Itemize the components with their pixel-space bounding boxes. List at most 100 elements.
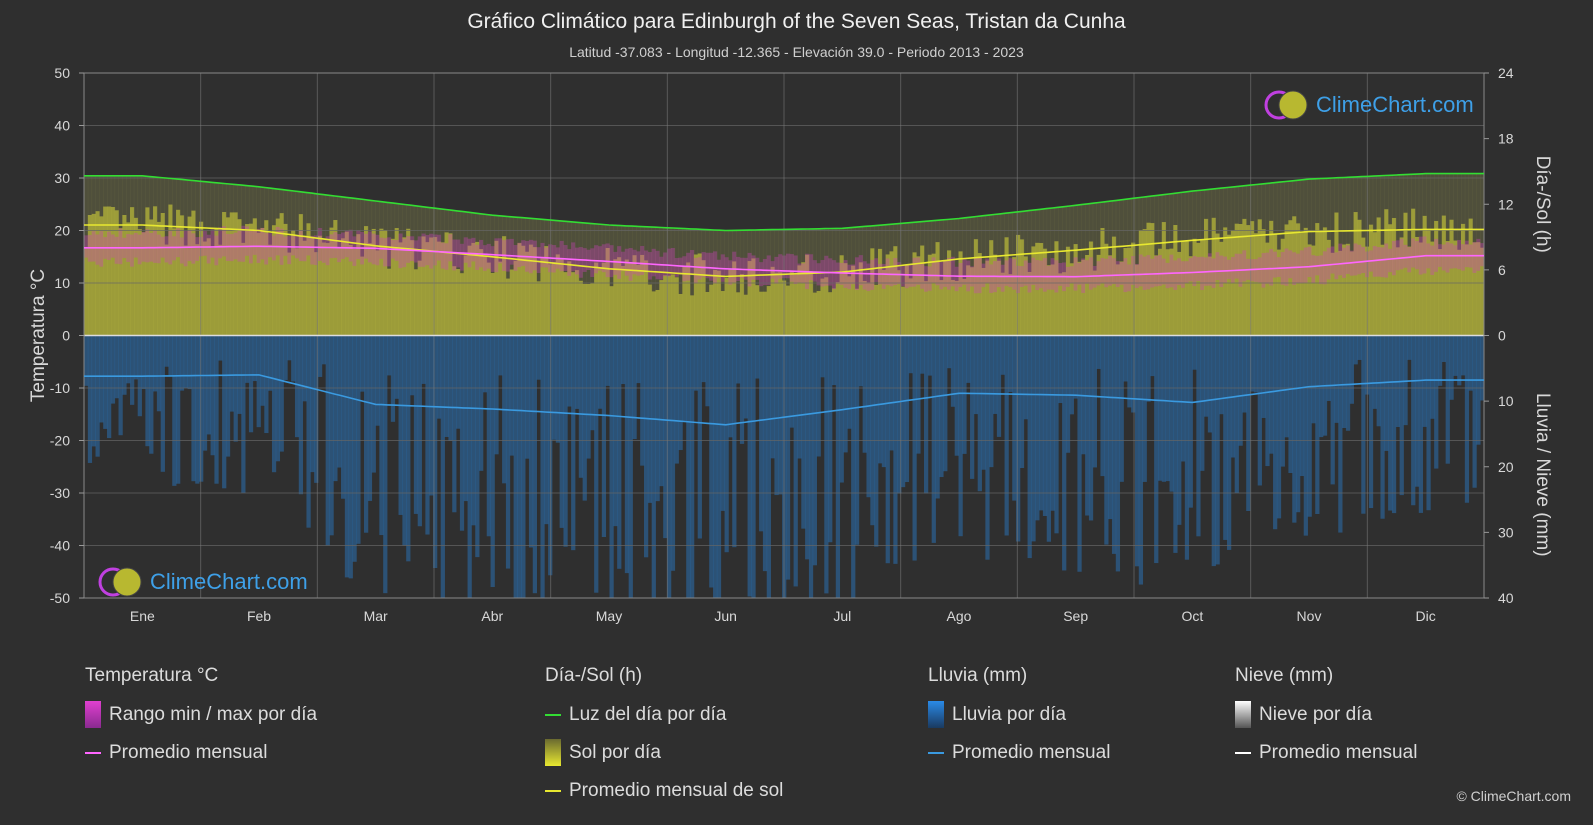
rain-day-bar	[682, 335, 687, 421]
rain-day-bar	[640, 335, 645, 466]
sunshine-day-bar	[1131, 242, 1136, 336]
rain-day-bar	[406, 335, 411, 562]
rain-day-bar	[881, 335, 887, 468]
sunshine-day-bar	[344, 231, 350, 336]
temp-range-day-bar	[417, 236, 422, 267]
sunshine-day-bar	[1449, 219, 1454, 336]
sunshine-day-bar	[387, 268, 392, 336]
temp-range-day-bar	[1338, 243, 1343, 276]
temp-range-day-bar	[578, 247, 584, 278]
rain-day-bar	[736, 335, 741, 384]
rain-day-bar	[555, 335, 561, 443]
legend-item: Lluvia por día	[928, 701, 1110, 728]
sunshine-day-bar	[433, 237, 438, 336]
rain-day-bar	[851, 335, 856, 598]
sunshine-day-bar	[720, 291, 725, 336]
sunshine-day-bar	[1204, 218, 1209, 336]
sunshine-day-bar	[156, 221, 162, 336]
sunshine-day-bar	[597, 267, 603, 336]
rain-day-bar	[686, 335, 691, 598]
sunshine-day-bar	[248, 223, 254, 336]
sunshine-day-bar	[578, 280, 584, 336]
rain-day-bar	[1165, 335, 1170, 482]
rain-day-bar	[693, 335, 699, 391]
rain-day-bar	[107, 335, 112, 439]
sunshine-day-bar	[1223, 227, 1228, 336]
sunshine-day-bar	[1069, 263, 1074, 336]
sunshine-day-bar	[628, 262, 633, 336]
temp-range-day-bar	[222, 226, 227, 257]
temp-range-day-bar	[1150, 258, 1155, 288]
sunshine-day-bar	[820, 278, 825, 336]
sunshine-day-bar	[222, 212, 227, 336]
rain-swatch	[928, 701, 944, 728]
sunshine-day-bar	[912, 252, 917, 336]
temp-range-day-bar	[1457, 240, 1462, 270]
sunshine-day-bar	[1307, 244, 1312, 336]
brand-logo-top[interactable]: ClimeChart.com	[1262, 88, 1474, 122]
sunshine-day-bar	[505, 278, 511, 336]
climechart-logo-icon	[1262, 88, 1314, 122]
sunshine-day-bar	[168, 204, 173, 336]
rain-day-bar	[847, 335, 852, 429]
rain-day-bar	[954, 335, 959, 456]
temp-range-day-bar	[912, 257, 917, 287]
legend-daylight: Día-/Sol (h) Luz del día por día Sol por…	[545, 665, 783, 815]
temp-range-swatch	[85, 701, 101, 728]
temp-range-day-bar	[996, 258, 1002, 288]
temp-range-day-bar	[981, 263, 986, 288]
temp-range-day-bar	[1016, 265, 1021, 294]
rain-day-bar	[544, 335, 549, 525]
sunshine-day-bar	[1111, 236, 1117, 336]
sunshine-day-bar	[1127, 247, 1132, 336]
rain-day-bar	[574, 335, 580, 409]
temp-range-day-bar	[482, 245, 488, 271]
rain-day-bar	[1196, 335, 1201, 537]
sunshine-day-bar	[314, 252, 319, 336]
rain-day-bar	[766, 335, 771, 598]
rain-day-bar	[256, 335, 261, 428]
rain-day-bar	[1311, 335, 1316, 424]
rain-day-bar	[1077, 335, 1082, 572]
sunshine-day-bar	[252, 218, 258, 336]
sunshine-day-bar	[674, 277, 679, 336]
rain-day-bar	[471, 335, 476, 526]
sunshine-day-bar	[881, 269, 887, 336]
sunshine-day-bar	[1319, 231, 1324, 336]
temp-range-day-bar	[1000, 264, 1005, 292]
temp-range-day-bar	[1234, 253, 1239, 279]
sunshine-day-bar	[1330, 252, 1335, 336]
rain-day-bar	[1008, 335, 1013, 392]
daylight-day-bar	[900, 223, 906, 336]
temp-range-day-bar	[352, 236, 357, 266]
sunshine-day-bar	[340, 238, 346, 336]
temp-range-day-bar	[866, 263, 871, 292]
rain-day-bar	[367, 335, 373, 501]
sunshine-day-bar	[897, 270, 902, 336]
sunshine-day-bar	[337, 247, 342, 336]
temp-range-day-bar	[137, 234, 142, 265]
temp-range-day-bar	[1207, 253, 1213, 286]
sunshine-day-bar	[459, 273, 465, 336]
daylight-day-bar	[651, 227, 656, 336]
temp-range-day-bar	[141, 231, 146, 262]
legend-label: Promedio mensual	[1259, 741, 1418, 763]
sunshine-day-bar	[352, 248, 357, 336]
sunshine-day-bar	[521, 245, 526, 336]
rain-day-bar	[398, 335, 403, 515]
rain-day-bar	[268, 335, 273, 391]
sunshine-day-bar	[1315, 223, 1320, 336]
rain-day-bar	[149, 335, 154, 454]
y2-tick-label-hours: 24	[1498, 65, 1514, 81]
rain-day-bar	[789, 335, 794, 428]
rain-day-bar	[801, 335, 806, 529]
daylight-day-bar	[939, 220, 944, 336]
rain-day-bar	[1476, 335, 1481, 445]
sunshine-day-bar	[126, 222, 131, 336]
rain-day-bar	[126, 335, 131, 384]
sunshine-day-bar	[1391, 217, 1397, 336]
temp-range-day-bar	[1307, 246, 1312, 278]
temp-range-day-bar	[893, 258, 898, 286]
sunshine-day-bar	[84, 246, 89, 336]
brand-logo-bottom[interactable]: ClimeChart.com	[96, 565, 308, 599]
